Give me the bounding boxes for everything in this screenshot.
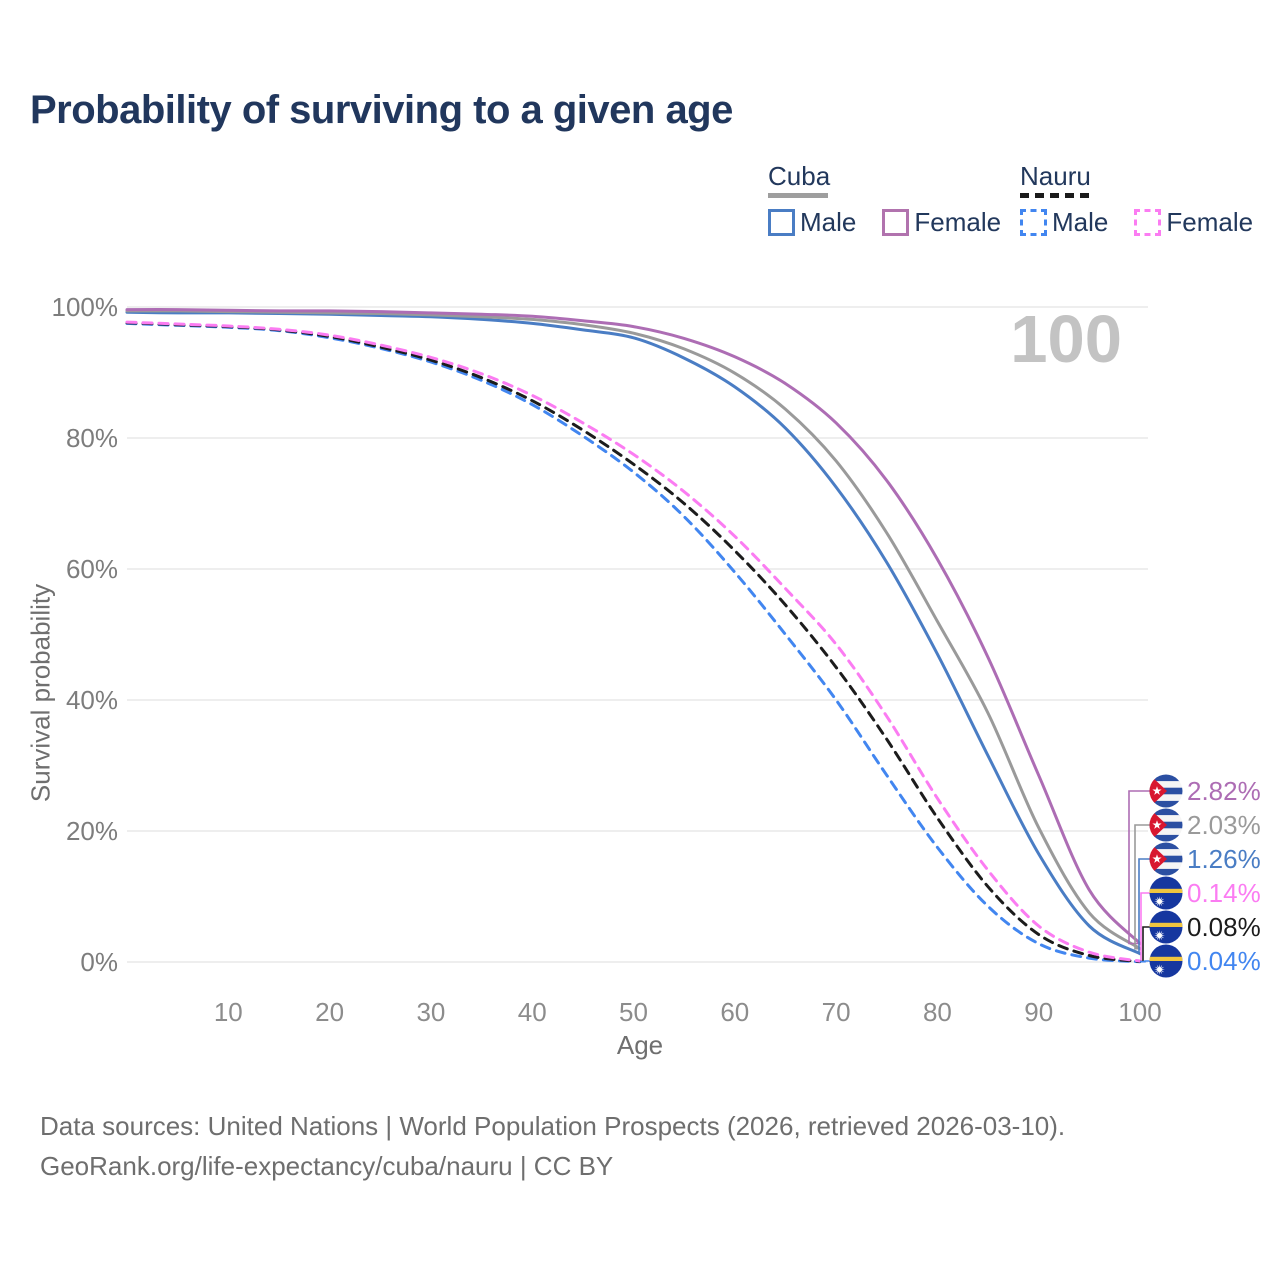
y-tick-label: 0% [80,947,118,977]
page-title: Probability of surviving to a given age [30,88,733,132]
cuba-flag-icon [1149,774,1183,808]
curve-cuba-male [125,310,1142,956]
footer-sources-line: Data sources: United Nations | World Pop… [40,1111,1066,1141]
y-tick-label: 20% [66,816,118,846]
end-label-leader [1140,960,1150,963]
legend-label: Male [1052,207,1109,237]
age-watermark: 100 [1010,302,1122,377]
curve-nauru-total [125,321,1142,963]
legend-item-nauru-female: Female [1134,207,1253,238]
legend-label: Female [1166,207,1254,237]
y-tick-label: 60% [66,554,118,584]
y-tick-label: 40% [66,685,118,715]
y-tick-label: 100% [52,292,119,322]
cuba-flag-icon [1149,842,1183,876]
legend-item-nauru-male: Male [1020,207,1108,238]
end-label-leader [1134,824,1150,950]
end-label: 2.82% [1187,776,1261,806]
legend-item-cuba-male: Male [768,207,856,238]
cuba-female-swatch-icon [882,209,910,236]
curve-cuba-female [125,308,1142,945]
x-tick-label: 10 [214,997,243,1027]
x-tick-label: 50 [619,997,648,1027]
legend-nauru-dashed-line-sample [1020,193,1094,198]
curve-nauru-female [125,320,1142,963]
cuba-male-swatch-icon [768,209,795,236]
x-tick-label: 20 [315,997,344,1027]
footer: Data sources: United Nations | World Pop… [40,1106,1065,1186]
footer-attribution-line: GeoRank.org/life-expectancy/cuba/nauru |… [40,1151,614,1181]
nauru-flag-icon [1149,944,1183,978]
y-axis-label: Survival probability [25,583,56,803]
nauru-male-swatch-icon [1020,209,1047,236]
x-tick-label: 90 [1024,997,1053,1027]
legend-label: Male [800,207,857,237]
legend-group-cuba: Cuba Male Female [768,163,1001,238]
legend-group-nauru: Nauru Male Female [1020,163,1253,238]
nauru-female-swatch-icon [1134,209,1162,236]
nauru-flag-icon [1149,910,1183,944]
curve-cuba-total [125,309,1142,951]
end-label: 1.26% [1187,844,1261,874]
x-tick-label: 30 [416,997,445,1027]
x-tick-label: 100 [1118,997,1161,1027]
x-tick-label: 40 [518,997,547,1027]
end-label: 0.08% [1187,912,1261,942]
x-tick-label: 60 [720,997,749,1027]
cuba-flag-icon [1149,808,1183,842]
x-tick-label: 80 [923,997,952,1027]
x-tick-label: 70 [822,997,851,1027]
y-tick-label: 80% [66,423,118,453]
legend-cuba-title: Cuba [768,161,831,191]
legend-item-cuba-female: Female [882,207,1001,238]
curve-nauru-male [125,321,1142,964]
x-axis-label: Age [616,1030,664,1060]
legend-cuba-solid-line-sample [768,193,828,198]
end-label: 0.14% [1187,878,1261,908]
end-label: 0.04% [1187,946,1261,976]
legend-label: Female [914,207,1002,237]
end-label: 2.03% [1187,810,1261,840]
legend-nauru-title: Nauru [1020,161,1091,191]
end-label-leader [1138,858,1150,955]
nauru-flag-icon [1149,876,1183,910]
